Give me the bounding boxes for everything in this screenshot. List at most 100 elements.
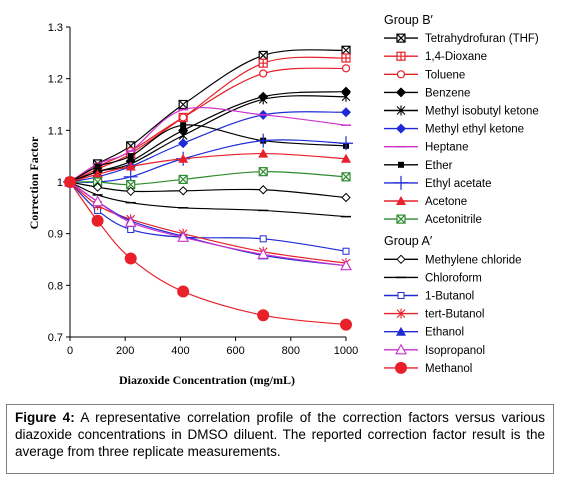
y-tick-label: 1.1	[48, 125, 63, 137]
legend-label: Methylene chloride	[425, 254, 522, 266]
data-point-cross	[178, 174, 188, 184]
data-point	[396, 196, 406, 205]
data-point	[92, 182, 103, 192]
legend-label: 1-Butanol	[425, 291, 474, 303]
data-point	[395, 343, 407, 355]
legend-label: Ether	[425, 160, 453, 172]
data-point	[259, 69, 268, 78]
y-tick-label: 1.2	[48, 74, 63, 86]
data-point-cross	[342, 54, 350, 62]
data-point	[125, 161, 136, 171]
legend-label: Toluene	[425, 69, 465, 81]
data-point	[396, 308, 406, 319]
data-point	[258, 148, 269, 158]
data-point	[395, 361, 407, 374]
data-point	[396, 123, 406, 134]
legend-label: Heptane	[425, 142, 468, 154]
legend-label: Benzene	[425, 87, 470, 99]
data-point	[341, 107, 351, 118]
data-point	[92, 169, 103, 179]
data-point	[341, 153, 351, 163]
x-tick-label: 400	[171, 345, 189, 357]
data-point	[340, 318, 352, 331]
series	[65, 148, 351, 186]
data-point-cross	[126, 180, 136, 190]
caption-label: Figure 4:	[15, 410, 75, 425]
data-point	[258, 94, 268, 105]
legend-label: Acetone	[425, 196, 467, 208]
legend-group-title: Group B′	[384, 13, 434, 27]
data-point	[177, 285, 190, 298]
legend-label: Ethyl acetate	[425, 178, 491, 190]
y-tick-label: 1.3	[48, 22, 63, 34]
data-point-cross	[259, 59, 268, 68]
data-point	[398, 161, 404, 168]
data-point	[341, 91, 351, 102]
data-point	[91, 214, 104, 227]
data-point-cross	[341, 45, 351, 55]
data-point	[394, 175, 408, 190]
data-point	[340, 259, 352, 271]
y-tick-label: 0.7	[48, 332, 63, 344]
data-point	[341, 64, 351, 73]
data-point	[124, 216, 137, 227]
y-axis-label: Correction Factor	[27, 136, 41, 229]
x-tick-label: 200	[116, 345, 134, 357]
legend-label: tert-Butanol	[425, 309, 484, 321]
legend-label: Ethanol	[425, 327, 464, 339]
series	[64, 176, 352, 331]
data-point	[127, 153, 134, 160]
legend-label: Methyl isobutyl ketone	[425, 106, 539, 118]
data-point-cross	[396, 33, 406, 43]
series-layer	[63, 45, 353, 331]
data-point	[259, 235, 267, 243]
data-point	[126, 186, 136, 197]
data-point	[342, 247, 350, 255]
x-tick-label: 0	[67, 345, 73, 357]
data-point	[339, 136, 353, 151]
y-tick-label: 1	[57, 177, 63, 189]
data-point	[91, 195, 104, 207]
data-point	[257, 248, 270, 259]
data-point	[258, 185, 268, 195]
data-point	[94, 163, 101, 170]
plot-area	[0, 0, 563, 400]
data-point	[256, 133, 271, 148]
data-point	[124, 252, 137, 265]
legend-label: Isopropanol	[425, 345, 485, 357]
data-point	[64, 176, 76, 188]
data-point	[177, 231, 190, 242]
axes: 0.7 0.8 0.9 1 1.1 1.2 1.3 0 200 400 600 800 1000	[48, 22, 359, 357]
data-point-cross	[396, 214, 406, 224]
data-point	[178, 138, 189, 149]
y-tick-label: 0.9	[48, 229, 63, 241]
data-point	[127, 226, 135, 234]
data-point	[180, 122, 187, 129]
data-point-cross	[258, 167, 268, 177]
data-point-cross	[178, 100, 188, 109]
legend-label: Acetonitrile	[425, 214, 482, 226]
data-point	[178, 186, 188, 196]
data-point	[178, 153, 189, 163]
x-tick-label: 600	[226, 345, 244, 357]
legend-group-title: Group A′	[384, 234, 433, 248]
caption-text: A representative correlation profile of …	[15, 410, 545, 459]
x-tick-label: 800	[282, 345, 300, 357]
y-tick-label: 0.8	[48, 280, 63, 292]
x-tick-label: 1000	[334, 345, 358, 357]
legend-label: Methyl ethyl ketone	[425, 124, 524, 136]
data-point	[396, 105, 406, 116]
data-point	[396, 326, 406, 336]
figure-caption: Figure 4: A representative correlation p…	[6, 404, 554, 474]
data-point	[396, 70, 406, 79]
data-point	[257, 309, 270, 322]
correction-factor-chart: 0.7 0.8 0.9 1 1.1 1.2 1.3 0 200 400 600 800 1000 Gro…	[0, 0, 563, 400]
legend-label: Methanol	[425, 363, 472, 375]
legend-label: 1,4-Dioxane	[425, 51, 487, 63]
data-point	[396, 87, 406, 98]
legend-label: Tetrahydrofuran (THF)	[425, 33, 539, 45]
data-point-cross	[341, 172, 351, 182]
data-point-cross	[258, 50, 268, 60]
legend: Group B′ Tetrahydrofuran (THF) 1,4-Dioxane…	[384, 13, 539, 375]
data-point-cross	[397, 52, 405, 61]
